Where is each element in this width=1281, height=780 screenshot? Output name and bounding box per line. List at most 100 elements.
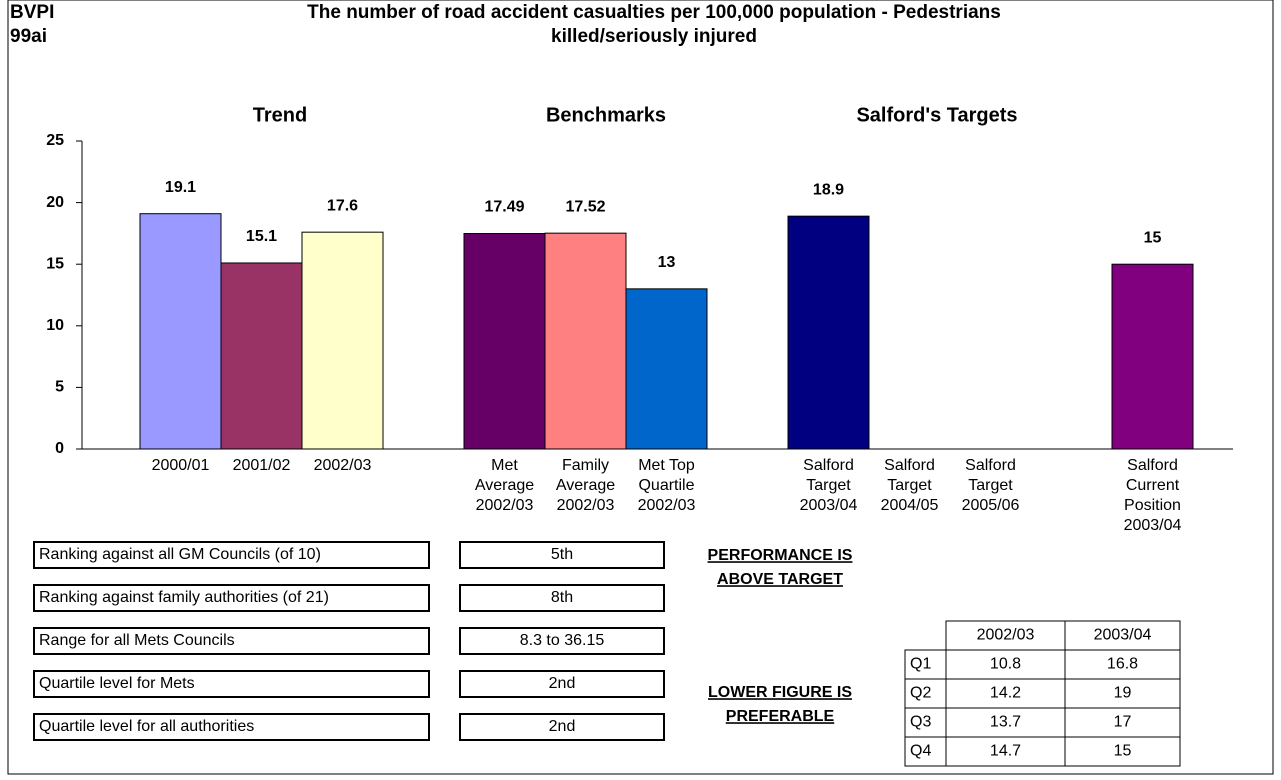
ranking-label-box bbox=[33, 541, 430, 569]
value-label: 18.9 bbox=[813, 181, 844, 198]
x-tick-label: 2002/03 bbox=[557, 497, 615, 514]
table-cell-text: 14.2 bbox=[990, 685, 1021, 702]
ranking-label: Range for all Mets Councils bbox=[39, 632, 235, 649]
table-cell-text: Q1 bbox=[910, 656, 931, 673]
ranking-label: Ranking against all GM Councils (of 10) bbox=[39, 546, 321, 563]
x-tick-label: Average bbox=[475, 477, 534, 494]
x-tick-label: Salford bbox=[803, 457, 854, 474]
group-title: Trend bbox=[253, 104, 307, 126]
value-label: 17.6 bbox=[327, 197, 358, 214]
table-cell-text: 15 bbox=[1114, 743, 1132, 760]
ranking-value: 5th bbox=[551, 546, 573, 563]
value-label: 15.1 bbox=[246, 228, 277, 245]
chart-title: killed/seriously injured bbox=[551, 26, 757, 47]
ranking-value: 2nd bbox=[549, 675, 576, 692]
table-cell-text: 13.7 bbox=[990, 714, 1021, 731]
note: ABOVE TARGET bbox=[717, 571, 843, 588]
group-title: Benchmarks bbox=[546, 104, 666, 126]
x-tick-label: Target bbox=[806, 477, 851, 494]
ranking-label-box bbox=[33, 584, 430, 612]
bar bbox=[139, 213, 222, 450]
bar bbox=[1111, 263, 1194, 450]
value-label: 17.52 bbox=[565, 198, 605, 215]
table-cell bbox=[1064, 736, 1181, 767]
note: PREFERABLE bbox=[726, 708, 835, 725]
code: BVPI bbox=[10, 2, 54, 23]
ranking-label-box bbox=[33, 670, 430, 698]
x-tick-label: Met bbox=[491, 457, 518, 474]
table-cell-text: 14.7 bbox=[990, 743, 1021, 760]
x-tick-label: 2000/01 bbox=[152, 457, 210, 474]
ranking-label: Ranking against family authorities (of 2… bbox=[39, 589, 329, 606]
bar bbox=[787, 215, 870, 450]
ranking-value-box bbox=[459, 627, 665, 655]
ranking-value: 2nd bbox=[549, 718, 576, 735]
table-cell bbox=[1064, 620, 1181, 651]
table-cell bbox=[945, 707, 1066, 738]
y-tick-label: 0 bbox=[55, 440, 64, 457]
x-tick-label: Current bbox=[1126, 477, 1180, 494]
bar bbox=[625, 288, 708, 450]
group-title: Salford's Targets bbox=[856, 104, 1017, 126]
value-label: 17.49 bbox=[484, 199, 524, 216]
y-tick-label: 15 bbox=[46, 255, 64, 272]
y-tick-label: 10 bbox=[46, 317, 64, 334]
table-cell-text: Q2 bbox=[910, 685, 931, 702]
x-tick-label: 2002/03 bbox=[476, 497, 534, 514]
ranking-label: Quartile level for all authorities bbox=[39, 718, 254, 735]
ranking-label-box bbox=[33, 627, 430, 655]
bar bbox=[463, 233, 546, 450]
value-label: 13 bbox=[658, 254, 676, 271]
x-tick-label: Met Top bbox=[638, 457, 695, 474]
x-tick-label: 2002/03 bbox=[638, 497, 696, 514]
x-tick-label: Position bbox=[1124, 497, 1181, 514]
y-tick-label: 20 bbox=[46, 194, 64, 211]
table-cell-text: 17 bbox=[1114, 714, 1132, 731]
x-tick-label: 2001/02 bbox=[233, 457, 291, 474]
x-tick-label: 2003/04 bbox=[1124, 517, 1182, 534]
chart-title: The number of road accident casualties p… bbox=[307, 2, 1001, 23]
ranking-value: 8.3 to 36.15 bbox=[520, 632, 605, 649]
table-header: 2002/03 bbox=[977, 627, 1035, 644]
x-tick-label: Salford bbox=[1127, 457, 1178, 474]
x-tick-label: 2004/05 bbox=[881, 497, 939, 514]
ranking-value-box bbox=[459, 670, 665, 698]
x-tick-label: 2003/04 bbox=[800, 497, 858, 514]
bar bbox=[301, 231, 384, 450]
x-tick-label: Quartile bbox=[638, 477, 694, 494]
x-tick-label: Salford bbox=[965, 457, 1016, 474]
x-tick-label: Target bbox=[887, 477, 932, 494]
table-cell-text: 10.8 bbox=[990, 656, 1021, 673]
table-cell-text: Q3 bbox=[910, 714, 931, 731]
ranking-value-box bbox=[459, 541, 665, 569]
table-cell bbox=[945, 678, 1066, 709]
table-cell-text: Q4 bbox=[910, 743, 931, 760]
table-cell bbox=[1064, 678, 1181, 709]
value-label: 19.1 bbox=[165, 179, 196, 196]
x-tick-label: Average bbox=[556, 477, 615, 494]
ranking-value-box bbox=[459, 584, 665, 612]
table-cell-text: 16.8 bbox=[1107, 656, 1138, 673]
bar bbox=[544, 232, 627, 450]
x-tick-label: 2002/03 bbox=[314, 457, 372, 474]
table-cell-text: 19 bbox=[1114, 685, 1132, 702]
ranking-value-box bbox=[459, 713, 665, 741]
ranking-label: Quartile level for Mets bbox=[39, 675, 195, 692]
ranking-label-box bbox=[33, 713, 430, 741]
bar bbox=[220, 262, 303, 450]
x-tick-label: Salford bbox=[884, 457, 935, 474]
table-cell bbox=[945, 620, 1066, 651]
y-tick-label: 5 bbox=[55, 379, 64, 396]
table-header: 2003/04 bbox=[1094, 627, 1152, 644]
x-tick-label: Target bbox=[968, 477, 1013, 494]
x-tick-label: Family bbox=[562, 457, 609, 474]
ranking-value: 8th bbox=[551, 589, 573, 606]
note: PERFORMANCE IS bbox=[708, 547, 853, 564]
value-label: 15 bbox=[1144, 229, 1162, 246]
x-tick-label: 2005/06 bbox=[962, 497, 1020, 514]
code: 99ai bbox=[10, 26, 47, 47]
table-cell bbox=[904, 736, 947, 767]
note: LOWER FIGURE IS bbox=[708, 684, 852, 701]
